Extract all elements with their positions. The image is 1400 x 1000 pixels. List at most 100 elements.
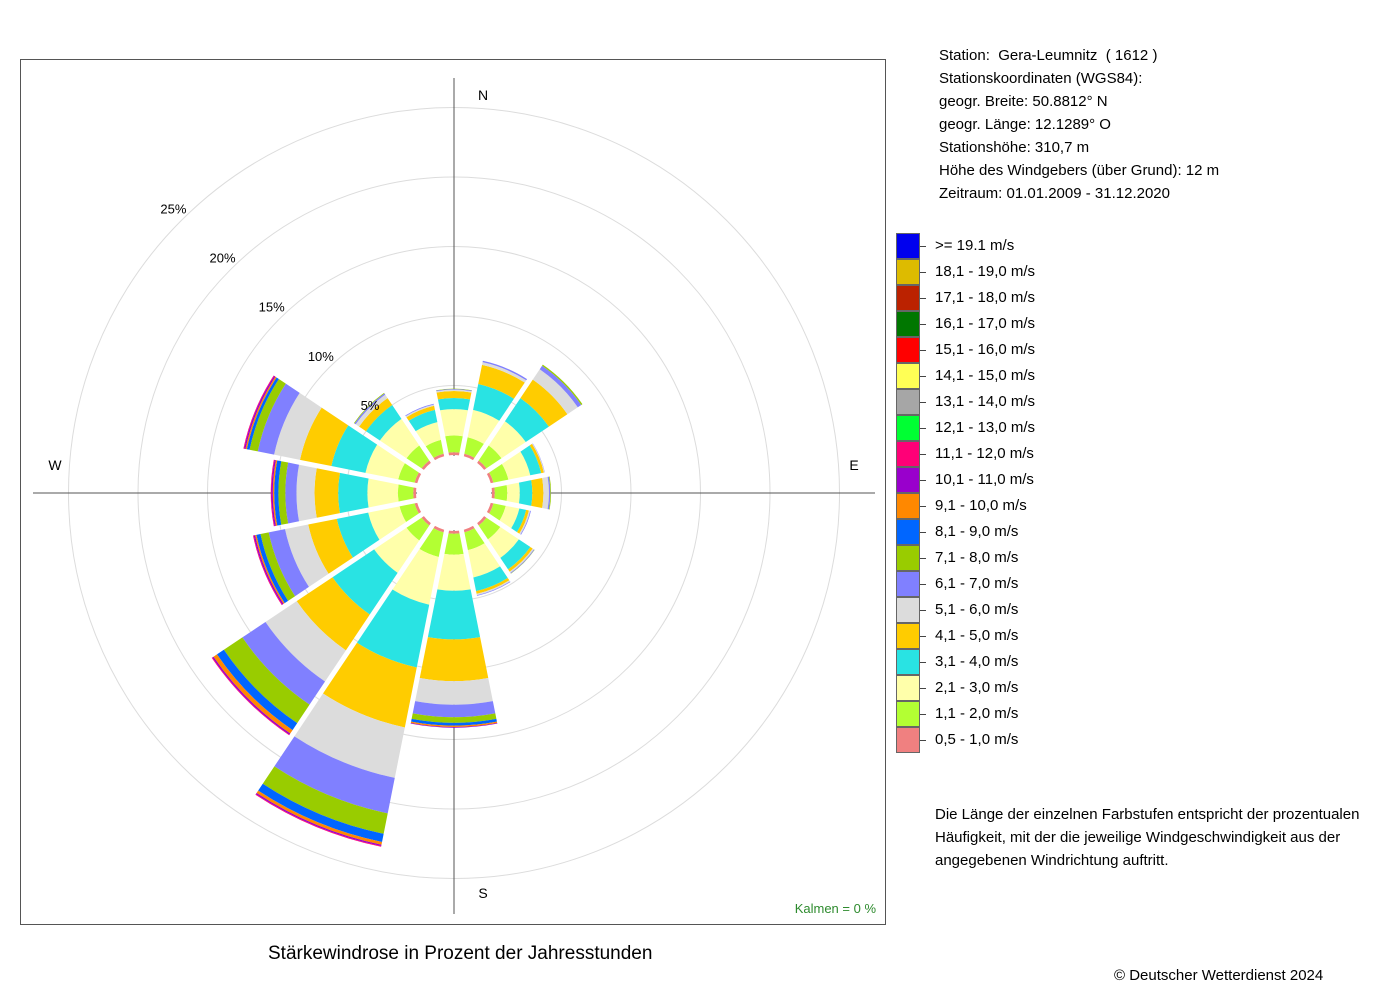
segment-NE-class-4: [520, 379, 568, 427]
segment-ESE-class-1: [489, 503, 506, 521]
sector-S: [410, 530, 498, 728]
legend-item: >= 19.1 m/s: [896, 233, 1096, 259]
segment-SW-class-2: [374, 527, 420, 573]
segment-SE-class-0: [477, 516, 487, 526]
sector-SSE: [463, 525, 511, 596]
segment-SE-class-4: [508, 547, 533, 572]
segment-NNE-class-3: [473, 383, 514, 421]
plot-frame: N S W E 5% 10% 15% 20% 25% Kalmen = 0 %: [20, 59, 886, 925]
segment-SW-class-0: [421, 516, 431, 526]
sector-ENE: [486, 443, 545, 484]
segment-SW-class-5: [265, 601, 346, 682]
segment-NNE-class-2: [467, 409, 500, 444]
legend-item: 14,1 - 15,0 m/s: [896, 363, 1096, 389]
segment-WNW-class-6: [257, 383, 300, 455]
sector-ESE: [486, 502, 531, 535]
legend-label: 8,1 - 9,0 m/s: [935, 523, 1019, 540]
segment-SSW-class-1: [419, 528, 444, 557]
legend-item: 15,1 - 16,0 m/s: [896, 337, 1096, 363]
segment-SSE-class-1: [464, 528, 485, 551]
segment-E-class-6: [547, 476, 551, 510]
legend-swatch: [896, 441, 920, 467]
segment-W-class-6: [285, 462, 300, 524]
segment-N-class-6: [436, 388, 472, 392]
segment-SW-class-4: [296, 577, 370, 651]
segment-N-class-7: [436, 388, 472, 391]
segment-S-class-8: [411, 718, 497, 726]
segment-ENE-class-0: [486, 472, 494, 484]
segment-WNW-class-7: [249, 378, 286, 452]
segment-S-class-10: [410, 722, 498, 728]
segment-NNE-class-6: [482, 360, 528, 381]
segment-SW-class-1: [406, 517, 430, 541]
segment-E-class-5: [542, 476, 549, 510]
legend-tick: [920, 376, 926, 377]
legend-item: 2,1 - 3,0 m/s: [896, 675, 1096, 701]
legend-item: 8,1 - 9,0 m/s: [896, 519, 1096, 545]
segment-W-class-3: [338, 472, 369, 514]
explanation-text: Die Länge der einzelnen Farbstufen entsp…: [935, 806, 1360, 869]
segment-E-class-1: [494, 485, 508, 501]
copyright-text: © Deutscher Wetterdienst 2024: [1114, 967, 1324, 984]
legend-item: 9,1 - 10,0 m/s: [896, 493, 1096, 519]
legend-item: 6,1 - 7,0 m/s: [896, 571, 1096, 597]
segment-ESE-class-5: [519, 510, 531, 535]
segment-NW-class-2: [379, 418, 420, 459]
segment-ESE-class-0: [486, 502, 494, 514]
legend-item: 11,1 - 12,0 m/s: [896, 441, 1096, 467]
segment-ENE-class-2: [501, 451, 531, 480]
ring-label-4: 20%: [210, 251, 236, 266]
legend-item: 7,1 - 8,0 m/s: [896, 545, 1096, 571]
segment-E-class-0: [491, 487, 495, 499]
legend-tick: [920, 428, 926, 429]
segment-SSE-class-6: [476, 581, 511, 596]
sector-NW: [353, 392, 431, 470]
segment-E-class-7: [548, 476, 552, 510]
sectors: [211, 360, 583, 847]
legend-tick: [920, 324, 926, 325]
segment-NNW-class-1: [425, 439, 444, 458]
segment-ENE-class-5: [532, 443, 545, 473]
segment-NNW-class-5: [405, 404, 435, 418]
segment-WNW-class-2: [365, 444, 405, 480]
legend-tick: [920, 662, 926, 663]
segment-NW-class-4: [359, 398, 393, 432]
legend-item: 12,1 - 13,0 m/s: [896, 415, 1096, 441]
station-name: Station: Gera-Leumnitz ( 1612 ): [939, 47, 1158, 64]
segment-S-class-5: [415, 677, 493, 705]
segment-SW-class-9: [213, 654, 293, 734]
segment-ESE-class-6: [520, 510, 531, 535]
segment-SSW-class-0: [433, 525, 445, 533]
wind-rose-chart: N S W E 5% 10% 15% 20% 25% Kalmen = 0 %: [33, 78, 876, 916]
segment-SSW-class-5: [294, 693, 405, 778]
legend-item: 4,1 - 5,0 m/s: [896, 623, 1096, 649]
segment-NE-class-6: [539, 365, 582, 408]
segment-NNW-class-4: [406, 405, 435, 421]
legend-label: 14,1 - 15,0 m/s: [935, 367, 1036, 384]
segment-N-class-0: [448, 452, 460, 456]
segment-SSE-class-2: [467, 543, 501, 578]
legend-label: >= 19.1 m/s: [935, 237, 1015, 254]
segment-ENE-class-4: [529, 443, 544, 474]
legend-swatch: [896, 519, 920, 545]
segment-NW-class-5: [355, 394, 388, 427]
segment-WNW-class-0: [414, 472, 422, 484]
legend-label: 3,1 - 4,0 m/s: [935, 653, 1019, 670]
segment-SW-class-8: [216, 649, 298, 731]
segment-WNW-class-5: [274, 392, 322, 460]
legend-tick: [920, 636, 926, 637]
legend-tick: [920, 532, 926, 533]
sector-NE: [477, 364, 583, 470]
segment-ESE-class-3: [511, 508, 527, 533]
legend-label: 6,1 - 7,0 m/s: [935, 575, 1019, 592]
segment-WSW-class-0: [414, 502, 422, 514]
legend-tick: [920, 558, 926, 559]
segment-E-class-4: [531, 478, 544, 508]
segment-W-class-1: [397, 484, 414, 502]
legend-tick: [920, 402, 926, 403]
legend-swatch: [896, 545, 920, 571]
segment-WSW-class-6: [268, 529, 309, 597]
segment-NNE-class-1: [464, 437, 484, 458]
inner-hole: [417, 456, 491, 530]
segment-S-class-6: [412, 701, 496, 718]
